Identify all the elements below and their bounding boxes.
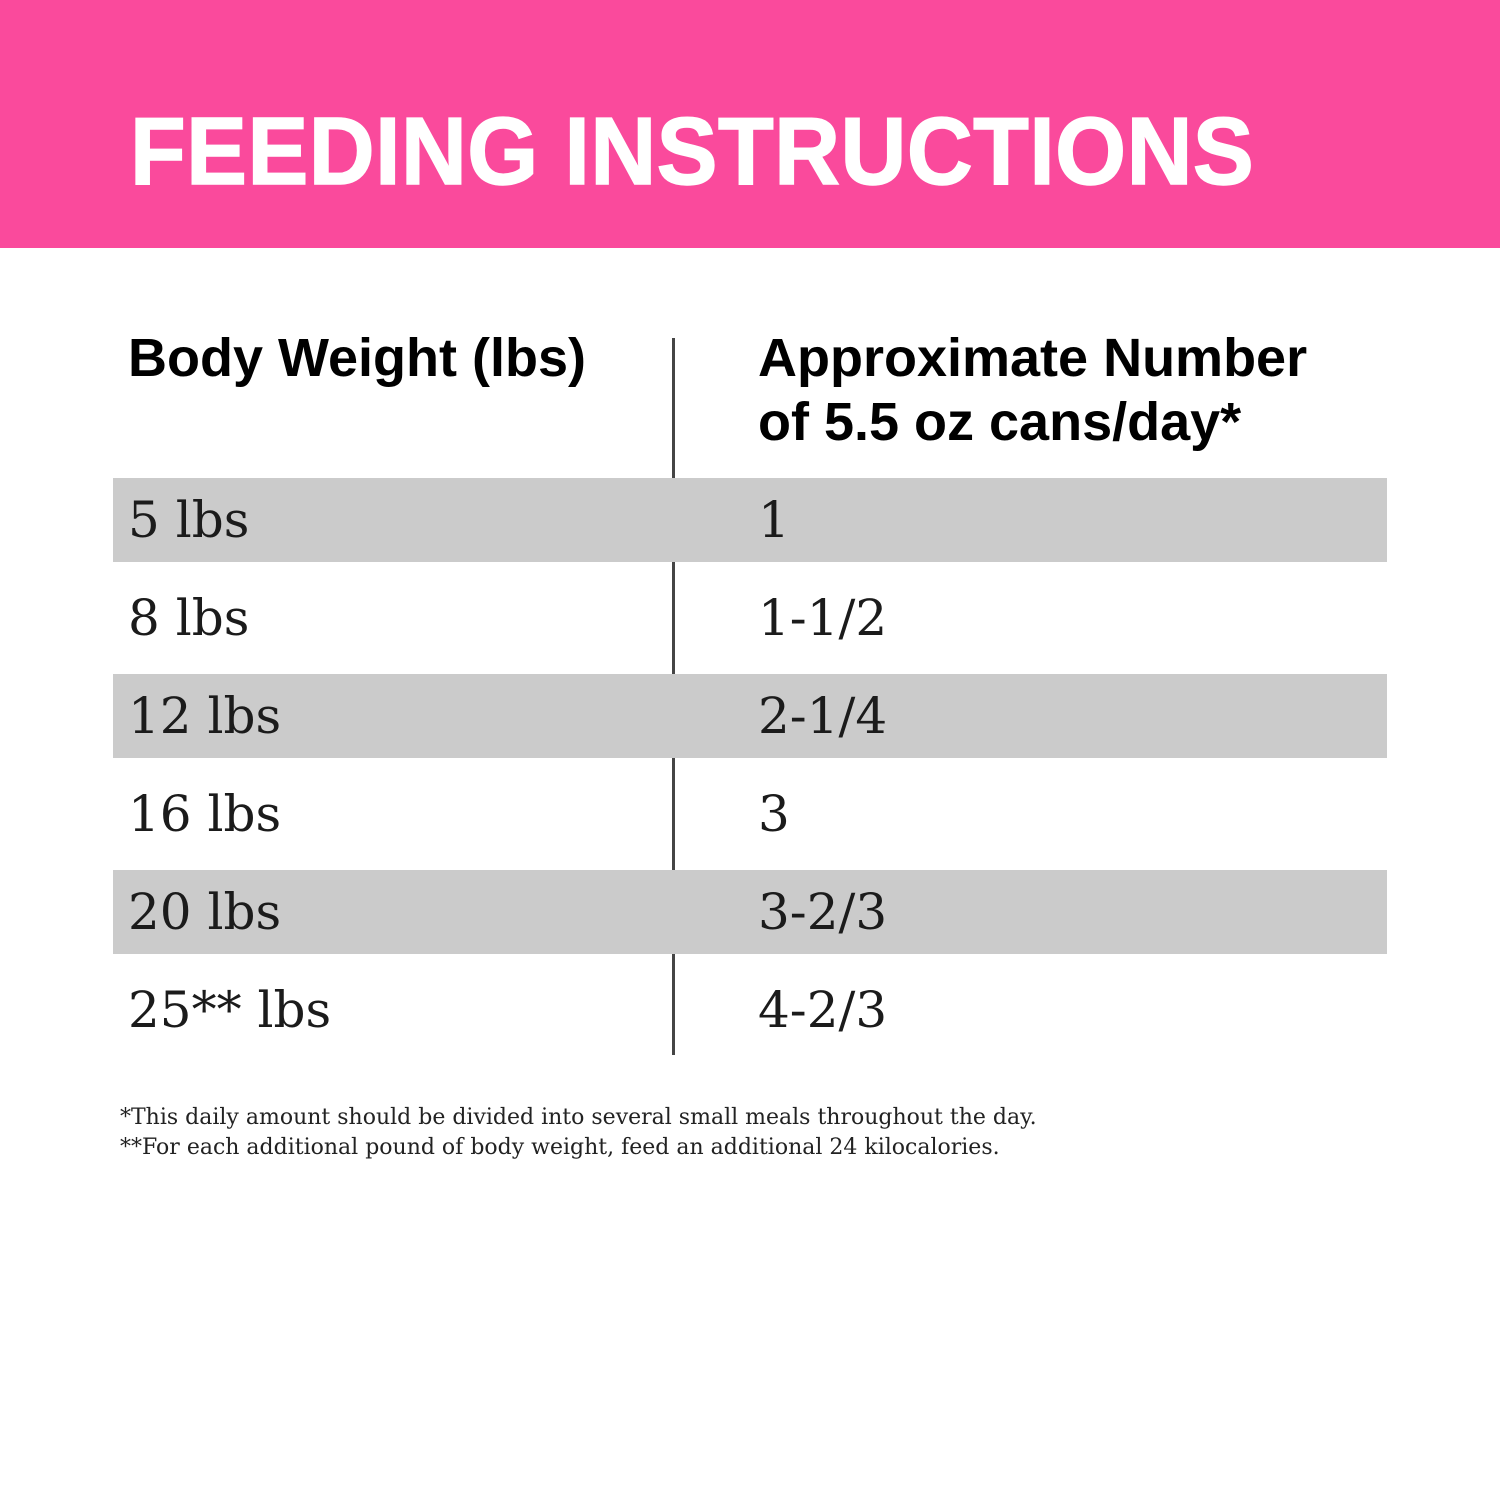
cans-per-day-cell: 4-2/3 [758, 981, 888, 1039]
footnote-daily-amount: *This daily amount should be divided int… [120, 1105, 1037, 1130]
cans-per-day-cell: 3-2/3 [758, 883, 888, 941]
table-row: 25** lbs 4-2/3 [113, 954, 1387, 1066]
body-weight-cell: 12 lbs [128, 687, 282, 745]
table-row: 5 lbs 1 [113, 478, 1387, 562]
page-title: FEEDING INSTRUCTIONS [129, 98, 1255, 205]
cans-per-day-cell: 1 [758, 491, 790, 549]
body-weight-cell: 16 lbs [128, 785, 282, 843]
body-weight-cell: 8 lbs [128, 589, 250, 647]
table-row: 8 lbs 1-1/2 [113, 562, 1387, 674]
table-row: 16 lbs 3 [113, 758, 1387, 870]
body-weight-cell: 25** lbs [128, 981, 332, 1039]
table-row: 12 lbs 2-1/4 [113, 674, 1387, 758]
footnotes: *This daily amount should be divided int… [120, 1103, 1037, 1163]
table-row: 20 lbs 3-2/3 [113, 870, 1387, 954]
cans-per-day-cell: 2-1/4 [758, 687, 888, 745]
footnote-additional-weight: **For each additional pound of body weig… [120, 1135, 1000, 1160]
column-header-body-weight: Body Weight (lbs) [128, 328, 586, 388]
title-banner: FEEDING INSTRUCTIONS [0, 0, 1500, 248]
cans-per-day-cell: 3 [758, 785, 790, 843]
body-weight-cell: 20 lbs [128, 883, 282, 941]
column-header-cans-per-day: Approximate Number of 5.5 oz cans/day* [758, 328, 1308, 452]
body-weight-cell: 5 lbs [128, 491, 250, 549]
cans-per-day-cell: 1-1/2 [758, 589, 888, 647]
feeding-table: 5 lbs 1 8 lbs 1-1/2 12 lbs 2-1/4 16 lbs … [113, 478, 1387, 1066]
